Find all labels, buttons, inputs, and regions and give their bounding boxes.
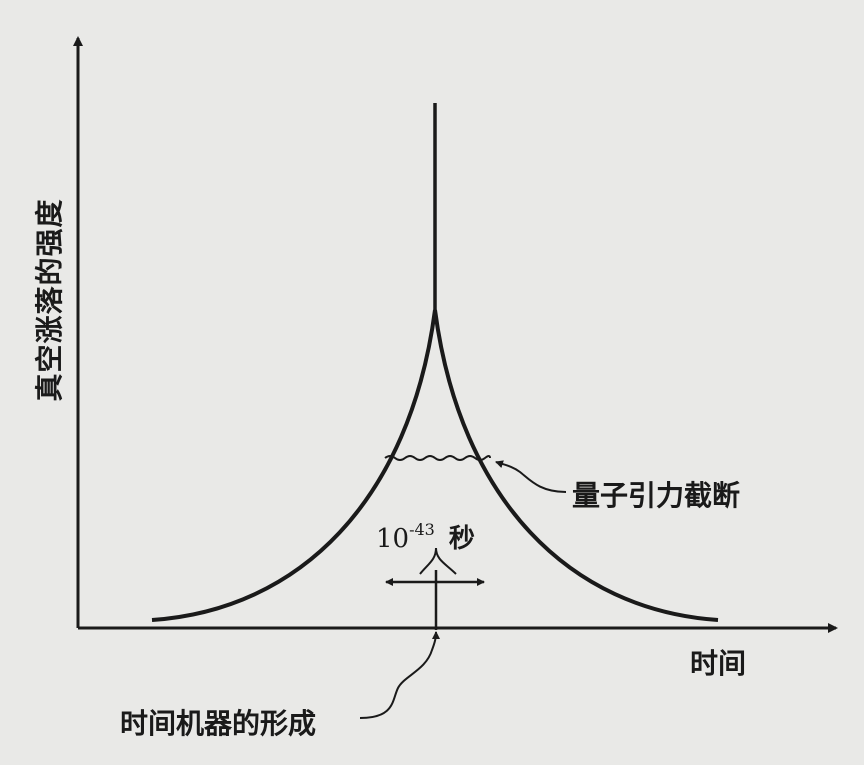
machine-label: 时间机器的形成 bbox=[120, 707, 317, 740]
time-interval-exponent: -43 bbox=[409, 520, 435, 539]
y-axis-label: 真空涨落的强度 bbox=[33, 198, 66, 402]
time-interval-unit: 秒 bbox=[448, 524, 475, 554]
interval-brace bbox=[419, 547, 457, 575]
time-interval-label: 10-43 秒 bbox=[376, 518, 475, 555]
cutoff-wavy-line bbox=[384, 455, 491, 461]
machine-pointer bbox=[359, 631, 440, 719]
cutoff-label: 量子引力截断 bbox=[572, 479, 741, 512]
time-interval-base: 10 bbox=[376, 524, 410, 554]
x-axis-label: 时间 bbox=[690, 647, 747, 680]
cutoff-pointer bbox=[495, 460, 567, 493]
